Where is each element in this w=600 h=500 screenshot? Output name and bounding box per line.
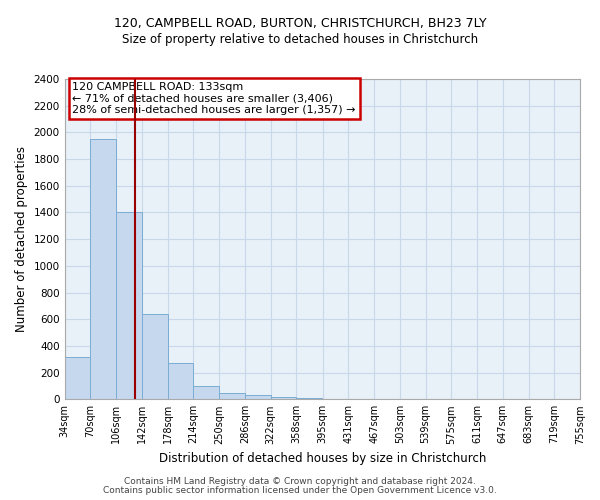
Bar (167, 364, 193, 400)
Text: Size of property relative to detached houses in Christchurch: Size of property relative to detached ho… (122, 32, 478, 46)
Text: 120, CAMPBELL ROAD, BURTON, CHRISTCHURCH, BH23 7LY: 120, CAMPBELL ROAD, BURTON, CHRISTCHURCH… (113, 18, 487, 30)
Bar (219, 392, 245, 400)
Bar (271, 396, 296, 400)
Bar (193, 386, 219, 400)
Bar (296, 398, 322, 400)
Text: Contains HM Land Registry data © Crown copyright and database right 2024.: Contains HM Land Registry data © Crown c… (124, 477, 476, 486)
Text: 120 CAMPBELL ROAD: 133sqm
← 71% of detached houses are smaller (3,406)
28% of se: 120 CAMPBELL ROAD: 133sqm ← 71% of detac… (73, 82, 356, 116)
Bar (65, 356, 91, 400)
Y-axis label: Number of detached properties: Number of detached properties (15, 146, 28, 332)
X-axis label: Distribution of detached houses by size in Christchurch: Distribution of detached houses by size … (158, 452, 486, 465)
Text: Contains public sector information licensed under the Open Government Licence v3: Contains public sector information licen… (103, 486, 497, 495)
Bar (323, 398, 349, 400)
Bar (142, 314, 167, 400)
Bar (91, 139, 116, 400)
Bar (116, 212, 142, 400)
Bar (245, 394, 271, 400)
